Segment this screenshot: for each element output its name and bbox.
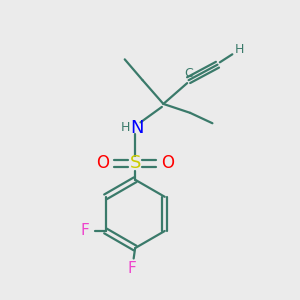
Text: S: S — [130, 154, 141, 172]
Text: F: F — [128, 261, 136, 276]
Text: H: H — [121, 121, 130, 134]
Text: H: H — [235, 43, 244, 56]
Text: O: O — [97, 154, 110, 172]
Text: O: O — [161, 154, 174, 172]
Text: C: C — [184, 67, 193, 80]
Text: F: F — [80, 224, 89, 238]
Text: N: N — [130, 119, 143, 137]
